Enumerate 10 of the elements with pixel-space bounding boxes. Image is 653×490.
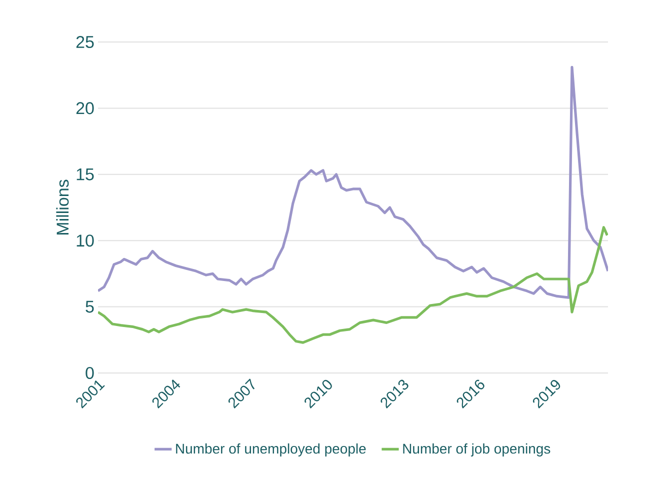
y-tick-label: 10 <box>76 234 94 247</box>
y-axis-title: Millions <box>56 180 69 234</box>
y-tick-label: 5 <box>86 300 94 313</box>
legend-label: Number of job openings <box>403 443 550 456</box>
legend-label: Number of unemployed people <box>176 443 366 456</box>
y-tick-label: 25 <box>76 36 94 48</box>
y-tick-label: 0 <box>86 366 94 380</box>
line-series <box>98 66 608 299</box>
y-tick-label: 20 <box>76 102 94 114</box>
y-tick-label: 15 <box>76 168 94 180</box>
